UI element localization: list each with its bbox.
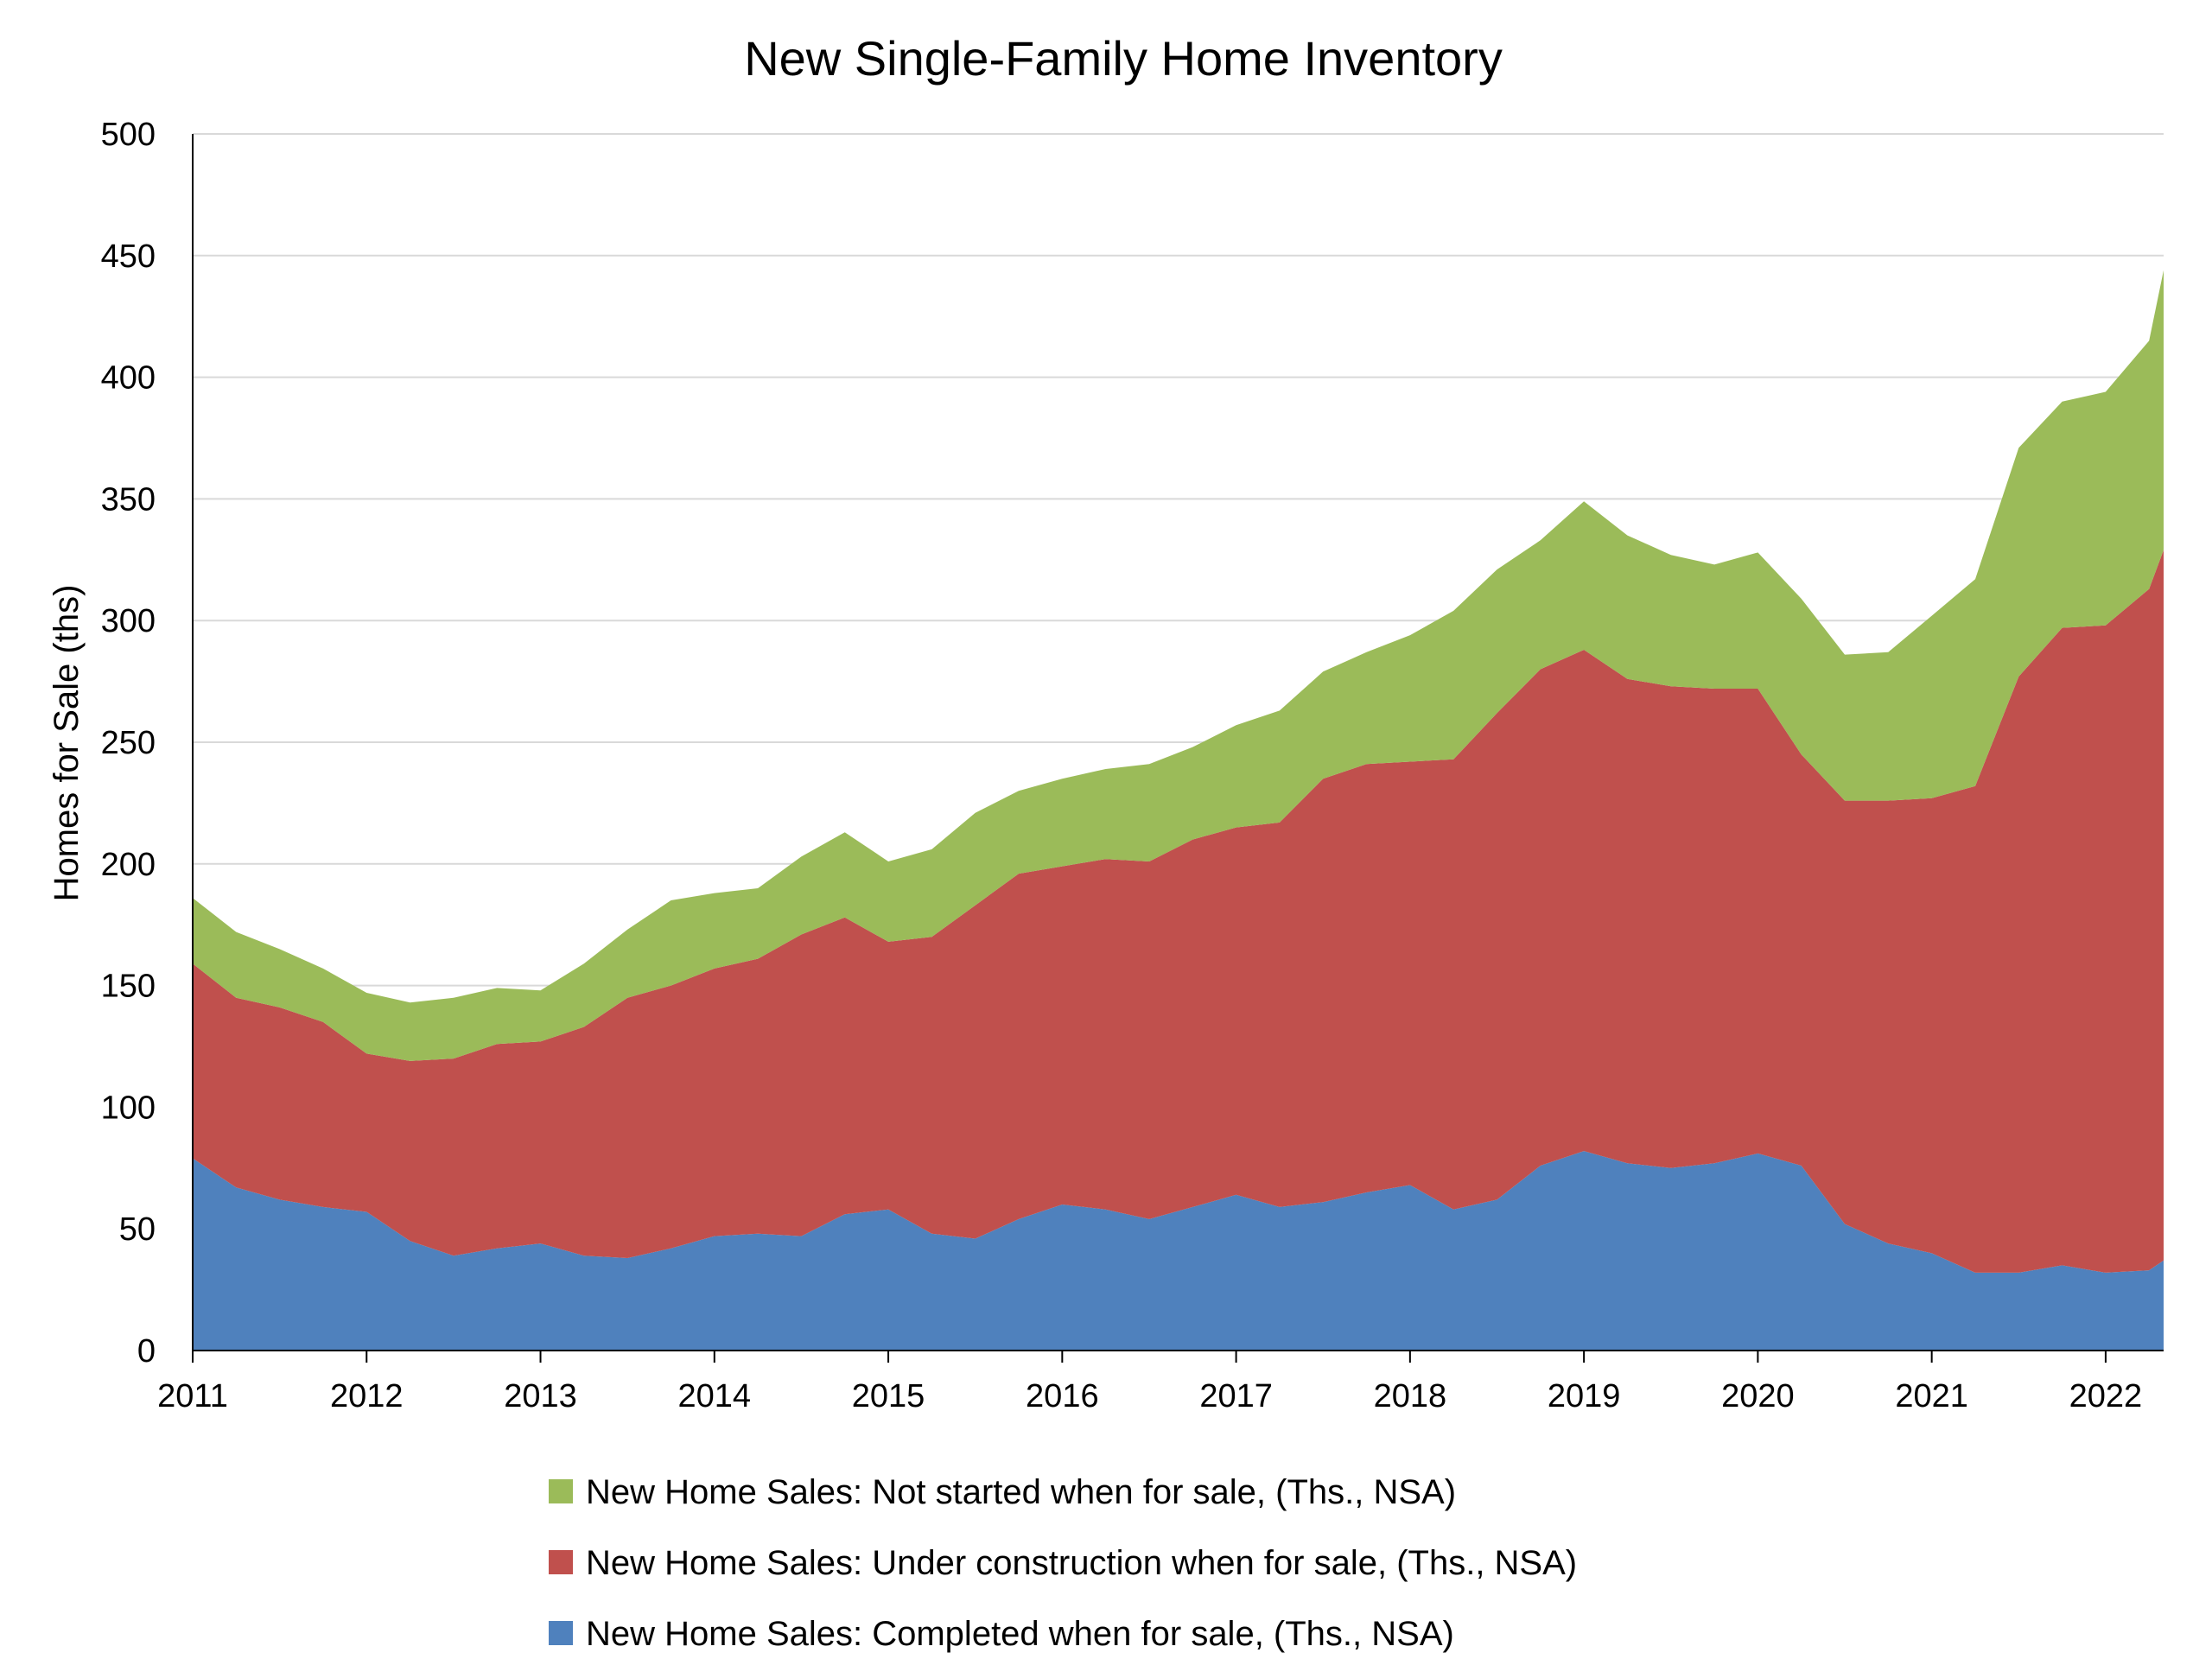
y-axis-label: Homes for Sale (ths) <box>48 585 86 902</box>
plot-area <box>193 270 2164 1351</box>
area-series-2 <box>193 270 2164 1061</box>
x-tick-label: 2016 <box>1026 1378 1099 1414</box>
x-axis-tick-labels: 2011 2012 2013 2014 2015 2016 2017 2018 2019 2020… <box>157 1378 2142 1414</box>
axes <box>192 134 2164 1363</box>
y-tick-label: 200 <box>101 847 156 883</box>
y-tick-label: 150 <box>101 969 156 1005</box>
y-tick-label: 0 <box>137 1333 156 1370</box>
y-tick-label: 500 <box>101 117 156 153</box>
x-tick-label: 2022 <box>2069 1378 2143 1414</box>
legend-label-0: New Home Sales: Completed when for sale,… <box>586 1615 1454 1653</box>
x-tick-label: 2018 <box>1374 1378 1447 1414</box>
chart-title: New Single-Family Home Inventory <box>744 31 1503 86</box>
legend-label-1: New Home Sales: Under construction when … <box>586 1544 1577 1582</box>
x-tick-label: 2017 <box>1199 1378 1273 1414</box>
x-tick-label: 2019 <box>1548 1378 1621 1414</box>
legend-label-2: New Home Sales: Not started when for sal… <box>586 1473 1456 1511</box>
x-tick-label: 2013 <box>504 1378 577 1414</box>
x-tick-label: 2021 <box>1895 1378 1968 1414</box>
area-series-0 <box>193 1151 2164 1351</box>
x-tick-label: 2014 <box>678 1378 752 1414</box>
x-tick-label: 2012 <box>330 1378 404 1414</box>
legend: New Home Sales: Not started when for sal… <box>549 1473 1577 1653</box>
y-tick-label: 250 <box>101 725 156 761</box>
y-tick-label: 400 <box>101 360 156 397</box>
legend-swatch-1 <box>549 1550 573 1574</box>
x-tick-label: 2020 <box>1721 1378 1795 1414</box>
y-tick-label: 300 <box>101 603 156 639</box>
y-tick-label: 350 <box>101 481 156 518</box>
y-tick-label: 50 <box>119 1211 156 1248</box>
x-tick-label: 2011 <box>157 1378 228 1414</box>
area-series-1 <box>193 550 2164 1273</box>
legend-swatch-0 <box>549 1621 573 1645</box>
legend-swatch-2 <box>549 1479 573 1503</box>
x-tick-label: 2015 <box>852 1378 925 1414</box>
y-tick-label: 450 <box>101 238 156 275</box>
y-axis-tick-labels: 0 50 100 150 200 250 300 350 400 450 500 <box>101 117 156 1370</box>
y-tick-label: 100 <box>101 1090 156 1126</box>
